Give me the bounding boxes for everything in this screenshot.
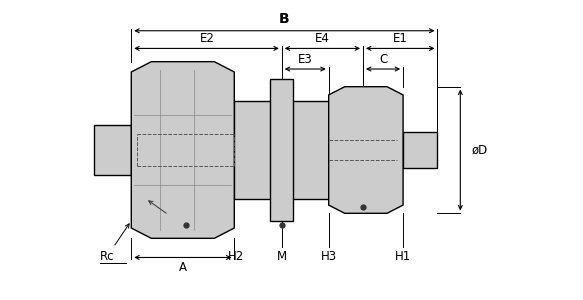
Text: C: C — [379, 53, 387, 66]
Text: H3: H3 — [321, 250, 337, 263]
Text: E3: E3 — [298, 53, 312, 66]
Text: H2: H2 — [228, 250, 244, 263]
Bar — [94, 125, 131, 175]
Polygon shape — [329, 87, 403, 213]
Bar — [403, 132, 437, 168]
Text: E4: E4 — [315, 32, 330, 45]
Bar — [234, 101, 329, 199]
Text: A: A — [179, 261, 187, 274]
Text: B: B — [279, 12, 289, 26]
Text: E2: E2 — [199, 32, 214, 45]
Text: Rc: Rc — [100, 224, 129, 263]
Text: H1: H1 — [395, 250, 411, 263]
Bar — [271, 79, 293, 221]
Text: øD: øD — [472, 143, 488, 157]
Polygon shape — [131, 62, 234, 238]
Text: M: M — [277, 250, 287, 263]
Text: E1: E1 — [393, 32, 408, 45]
